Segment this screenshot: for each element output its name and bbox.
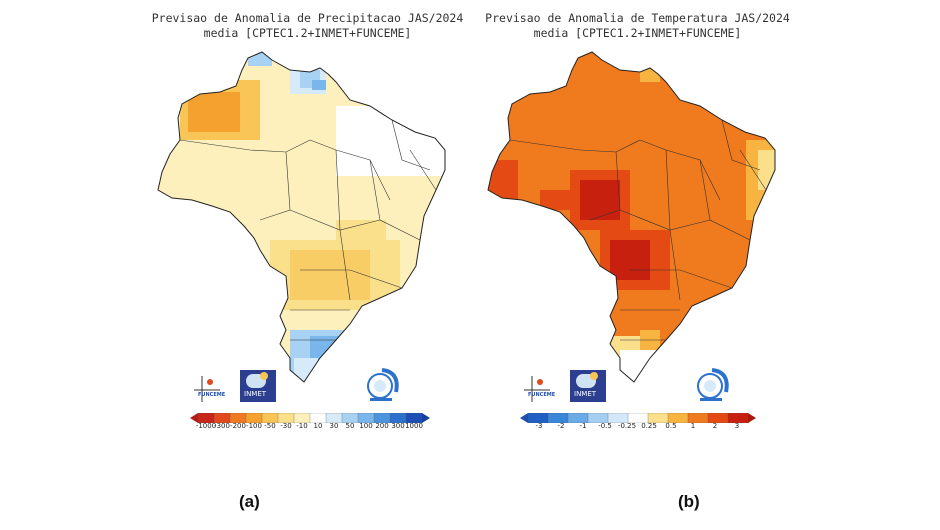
colorbar-tick-label: -30 xyxy=(280,422,292,430)
colorbar-tick-label: -300 xyxy=(214,422,230,430)
temperature-subtitle: media [CPTEC1.2+INMET+FUNCEME] xyxy=(533,26,742,40)
precipitation-panel: Previsao de Anomalia de Precipitacao JAS… xyxy=(140,0,475,511)
temperature-title: Previsao de Anomalia de Temperatura JAS/… xyxy=(485,11,790,25)
colorbar-tick-label: 30 xyxy=(329,422,339,430)
inmet-logo-text: INMET xyxy=(244,390,267,398)
panel-a-caption: (a) xyxy=(239,492,260,511)
precipitation-colorbar xyxy=(190,413,430,423)
colorbar-tick-label: 3 xyxy=(734,422,740,430)
inmet-logo: INMET xyxy=(570,370,606,402)
colorbar-tick-label: 1 xyxy=(690,422,696,430)
colorbar-tick-label: -10 xyxy=(296,422,308,430)
inmet-logo: INMET xyxy=(240,370,276,402)
wmo-rcc-logo xyxy=(362,364,404,404)
colorbar-tick-label: -2 xyxy=(557,422,565,430)
colorbar-tick-label: 1000 xyxy=(405,422,423,430)
colorbar-tick-label: -50 xyxy=(264,422,276,430)
colorbar-tick-label: -1 xyxy=(579,422,587,430)
colorbar-tick-label: -1000 xyxy=(195,422,217,430)
funceme-logo: FUNCEME xyxy=(520,372,556,406)
colorbar-tick-label: 300 xyxy=(391,422,405,430)
wmo-rcc-logo xyxy=(692,364,734,404)
colorbar-tick-label: -100 xyxy=(246,422,262,430)
precipitation-map xyxy=(157,51,446,383)
precipitation-subtitle: media [CPTEC1.2+INMET+FUNCEME] xyxy=(203,26,412,40)
temperature-colorbar xyxy=(520,413,756,423)
colorbar-tick-label: 0.25 xyxy=(641,422,657,430)
colorbar-tick-label: -3 xyxy=(535,422,543,430)
colorbar-tick-label: 100 xyxy=(359,422,373,430)
colorbar-swatch xyxy=(707,413,729,423)
colorbar-tick-label: 10 xyxy=(313,422,323,430)
temperature-map xyxy=(487,51,776,383)
funceme-logo-text: FUNCEME xyxy=(528,392,556,398)
colorbar-tick-label: -200 xyxy=(230,422,246,430)
colorbar-tick-label: 2 xyxy=(712,422,718,430)
funceme-logo: FUNCEME xyxy=(190,372,226,406)
precipitation-title: Previsao de Anomalia de Precipitacao JAS… xyxy=(151,11,464,25)
colorbar-tick-label: -0.5 xyxy=(598,422,612,430)
temperature-panel: Previsao de Anomalia de Temperatura JAS/… xyxy=(470,0,805,511)
colorbar-tick-label: 50 xyxy=(345,422,355,430)
panel-b-caption: (b) xyxy=(678,492,700,511)
funceme-logo-text: FUNCEME xyxy=(198,392,226,398)
colorbar-tick-label: -0.25 xyxy=(617,422,637,430)
colorbar-tick-label: 0.5 xyxy=(665,422,677,430)
colorbar-tick-label: 200 xyxy=(375,422,389,430)
inmet-logo-text: INMET xyxy=(574,390,597,398)
